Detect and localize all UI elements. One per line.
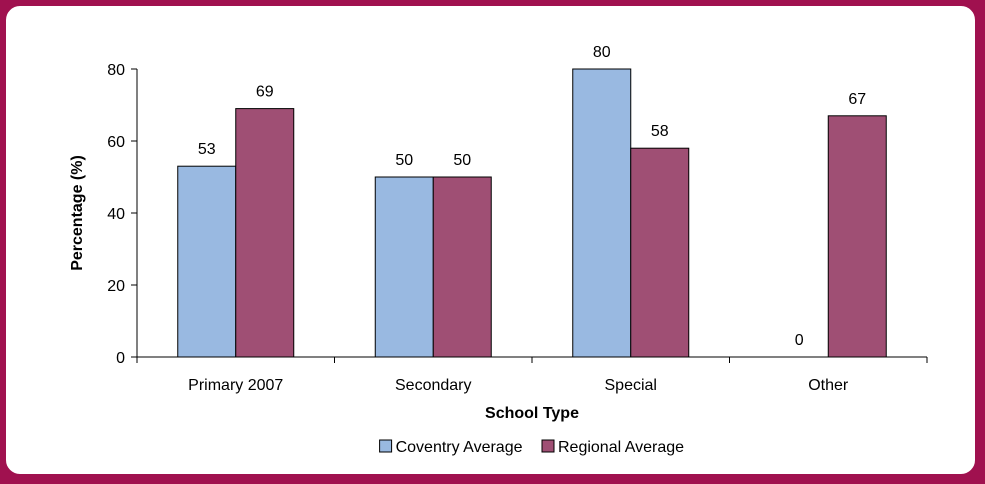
legend: Coventry Average Regional Average [379,439,684,456]
y-tick-label: 60 [107,134,125,151]
legend-label: Regional Average [558,439,684,456]
data-label: 58 [651,123,669,140]
data-labels: 53 69 50 50 80 58 0 67 [198,44,866,349]
data-label: 53 [198,141,216,158]
x-tick-label: Special [605,377,657,394]
data-label: 80 [593,44,611,61]
legend-label: Coventry Average [396,439,523,456]
bar-regional [235,108,295,358]
y-tick-label: 40 [107,206,125,223]
x-tick-label: Secondary [395,377,472,394]
y-tick-label: 80 [107,62,125,79]
x-tick-label: Other [808,377,849,394]
data-label: 69 [256,84,274,101]
y-tick-label: 20 [107,278,125,295]
bar-coventry [374,176,434,358]
x-axis-title: School Type [485,405,579,422]
x-tick-label: Primary 2007 [188,377,283,394]
bar-coventry [177,165,237,358]
bar-regional [630,147,690,358]
bar-coventry [572,68,632,358]
bar-regional [827,115,887,358]
data-label: 50 [395,152,413,169]
bars [177,68,887,358]
data-label: 50 [453,152,471,169]
legend-swatch-coventry [379,439,393,453]
data-label: 67 [848,91,866,108]
data-label: 0 [795,332,804,349]
legend-swatch-regional [541,439,555,453]
y-axis-title: Percentage (%) [69,155,86,271]
y-tick-label: 0 [116,350,125,367]
bar-regional [432,176,492,358]
